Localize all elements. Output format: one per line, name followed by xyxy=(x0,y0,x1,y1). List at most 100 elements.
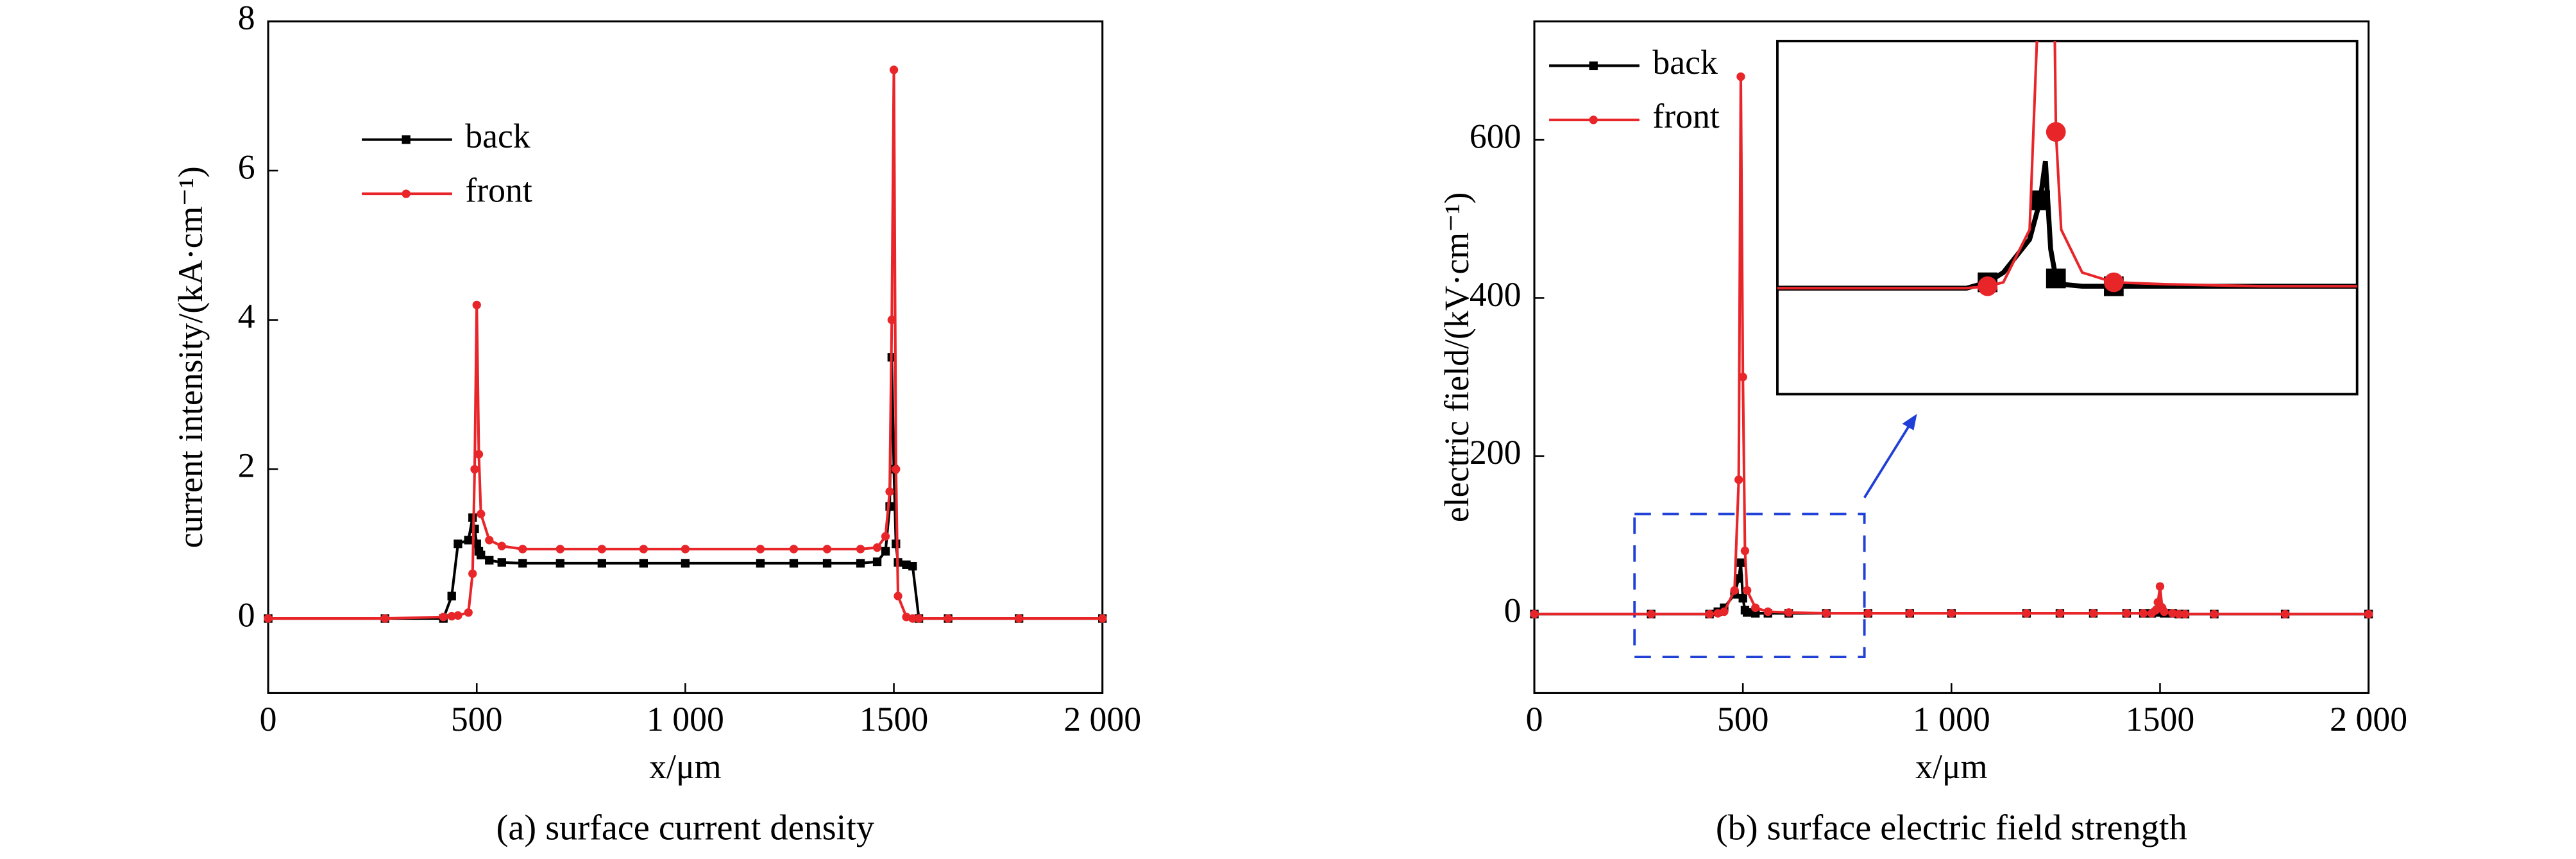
legend-label: back xyxy=(465,117,530,155)
inset-frame xyxy=(1776,40,2359,396)
series-marker xyxy=(470,464,479,474)
series-marker xyxy=(908,561,917,571)
series-marker xyxy=(894,591,902,600)
series-marker xyxy=(1763,607,1772,617)
series-marker xyxy=(1098,614,1107,623)
legend-label: front xyxy=(1652,97,1720,135)
series-marker xyxy=(477,550,486,559)
series-marker xyxy=(472,300,481,310)
series-marker xyxy=(2280,609,2290,618)
series-line xyxy=(268,69,1103,620)
series-marker xyxy=(2139,609,2148,618)
series-marker xyxy=(1863,609,1872,618)
series-marker xyxy=(597,559,606,568)
series-marker xyxy=(1647,609,1656,618)
series-marker xyxy=(497,558,506,567)
y-tick-label: 600 xyxy=(1470,117,1521,155)
series-marker xyxy=(887,316,896,325)
series-marker xyxy=(881,547,890,556)
series-marker xyxy=(2168,609,2177,618)
x-tick-label: 500 xyxy=(1717,700,1769,738)
series-marker xyxy=(485,556,494,565)
series-marker xyxy=(2180,609,2190,618)
x-tick-label: 0 xyxy=(1526,700,1543,738)
series-marker xyxy=(756,545,765,554)
series-marker xyxy=(555,559,564,568)
legend-marker xyxy=(402,135,411,144)
series-marker xyxy=(1751,603,1760,613)
series-marker xyxy=(447,591,456,600)
series-marker xyxy=(2055,609,2065,618)
series-marker xyxy=(1736,72,1745,81)
series-marker xyxy=(1705,609,1714,618)
zoom-arrow-head xyxy=(1902,414,1917,430)
y-tick-label: 400 xyxy=(1470,275,1521,314)
series-marker xyxy=(2122,609,2131,618)
y-tick-label: 0 xyxy=(1504,591,1521,630)
legend-marker xyxy=(402,189,411,198)
inset-line xyxy=(1777,160,2357,291)
series-marker xyxy=(1734,574,1743,583)
series-marker xyxy=(1720,607,1729,617)
x-tick-label: 1500 xyxy=(860,700,929,738)
inset-marker xyxy=(2104,272,2124,293)
series-marker xyxy=(2364,609,2373,618)
series-marker xyxy=(2155,582,2165,591)
series-marker xyxy=(872,557,882,566)
series-marker xyxy=(447,611,456,621)
series-marker xyxy=(1738,372,1747,382)
series-marker xyxy=(944,614,953,623)
series-marker xyxy=(1530,609,1539,618)
series-marker xyxy=(518,559,527,568)
series-marker xyxy=(872,543,882,552)
inset-marker xyxy=(2030,190,2050,210)
series-marker xyxy=(485,536,494,545)
series-marker xyxy=(856,559,865,568)
series-marker xyxy=(518,545,527,554)
plot-frame xyxy=(1533,20,2370,694)
series-marker xyxy=(2022,609,2031,618)
series-marker xyxy=(1743,608,1752,617)
series-marker xyxy=(892,464,901,474)
series-marker xyxy=(681,559,690,568)
inset xyxy=(1777,41,2357,296)
inset-marker xyxy=(1978,276,1997,296)
series-marker xyxy=(789,545,799,554)
series-marker xyxy=(2160,607,2169,617)
inset-line xyxy=(1777,41,2357,290)
series-marker xyxy=(597,545,606,554)
series-marker xyxy=(380,614,389,623)
series-marker xyxy=(464,536,473,545)
series-marker xyxy=(1743,586,1752,595)
series-marker xyxy=(889,65,899,74)
series-marker xyxy=(639,545,648,554)
series-marker xyxy=(1734,475,1743,484)
x-tick-label: 1500 xyxy=(2126,700,2195,738)
series-marker xyxy=(908,614,917,623)
x-tick-label: 500 xyxy=(451,700,503,738)
y-tick-label: 2 xyxy=(238,447,255,485)
zoom-box xyxy=(1633,513,1866,659)
x-axis-label: x/μm xyxy=(649,747,721,786)
plot-frame xyxy=(267,20,1104,694)
series-marker xyxy=(1730,586,1739,595)
x-tick-label: 2 000 xyxy=(2330,700,2407,738)
series-marker xyxy=(1822,609,1831,618)
series-marker xyxy=(555,545,564,554)
y-tick-label: 6 xyxy=(238,148,255,186)
x-tick-label: 1 000 xyxy=(1913,700,1990,738)
series-marker xyxy=(2174,609,2183,618)
x-axis-label: x/μm xyxy=(1915,747,1987,786)
series-marker xyxy=(497,541,506,550)
series-marker xyxy=(756,559,765,568)
series-marker xyxy=(474,450,484,459)
series-marker xyxy=(1905,609,1914,618)
x-tick-label: 0 xyxy=(260,700,277,738)
legend-marker xyxy=(1589,61,1598,71)
inset-marker xyxy=(2046,122,2066,142)
series-marker xyxy=(822,559,832,568)
series-line xyxy=(1534,562,2369,616)
y-tick-label: 200 xyxy=(1470,433,1521,472)
series-marker xyxy=(914,614,924,623)
